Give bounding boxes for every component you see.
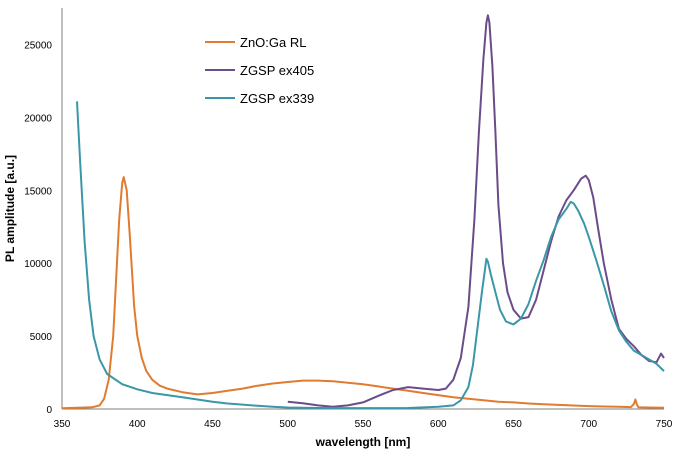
y-axis-title: PL amplitude [a.u.] (3, 155, 17, 262)
x-tick-label: 600 (430, 419, 447, 430)
x-tick-label: 700 (580, 419, 597, 430)
axes (61, 8, 664, 410)
legend-label: ZGSP ex339 (240, 91, 314, 106)
y-tick-label: 10000 (24, 259, 52, 270)
x-tick-label: 750 (656, 419, 673, 430)
legend: ZnO:Ga RL ZGSP ex405 ZGSP ex339 (205, 35, 314, 106)
x-tick-labels: 350 400 450 500 550 600 650 700 750 (54, 419, 673, 430)
x-tick-label: 550 (355, 419, 372, 430)
x-tick-label: 450 (204, 419, 221, 430)
x-tick-label: 400 (129, 419, 146, 430)
x-tick-label: 500 (279, 419, 296, 430)
y-tick-labels: 0 5000 10000 15000 20000 25000 (24, 40, 52, 416)
y-tick-label: 5000 (30, 332, 53, 343)
series-lines (61, 14, 665, 410)
x-tick-label: 350 (54, 419, 71, 430)
y-tick-label: 25000 (24, 40, 52, 51)
legend-label: ZnO:Ga RL (240, 35, 306, 50)
x-axis-title: wavelength [nm] (315, 435, 411, 449)
y-tick-label: 20000 (24, 113, 52, 124)
legend-label: ZGSP ex405 (240, 63, 314, 78)
series-line-zno-ga-rl (61, 176, 665, 410)
y-tick-label: 15000 (24, 186, 52, 197)
y-tick-label: 0 (46, 405, 52, 416)
x-tick-label: 650 (505, 419, 522, 430)
series-line-zgsp-ex339 (76, 101, 665, 410)
series-line-zgsp-ex405 (287, 14, 665, 408)
